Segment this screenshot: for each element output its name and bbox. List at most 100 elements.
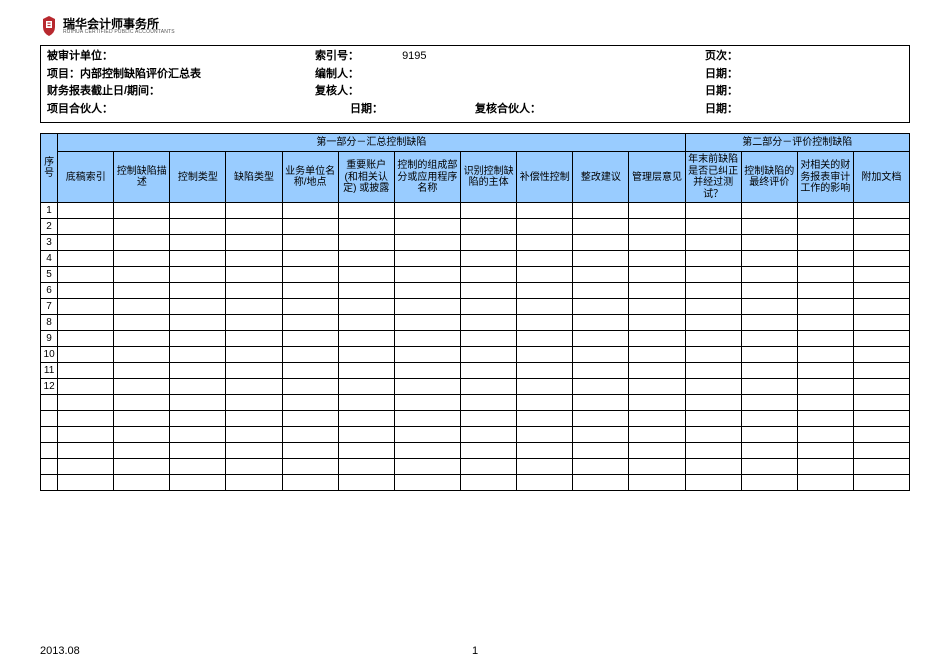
data-cell xyxy=(797,235,853,251)
data-cell xyxy=(394,203,460,219)
data-cell xyxy=(461,379,517,395)
data-cell xyxy=(394,315,460,331)
data-cell xyxy=(797,299,853,315)
data-cell xyxy=(517,363,573,379)
table-row xyxy=(41,459,910,475)
data-cell xyxy=(741,283,797,299)
data-cell xyxy=(170,331,226,347)
data-cell xyxy=(394,235,460,251)
data-cell xyxy=(853,299,909,315)
data-cell xyxy=(394,251,460,267)
data-cell xyxy=(282,219,338,235)
data-cell xyxy=(114,459,170,475)
data-cell xyxy=(394,475,460,491)
data-cell xyxy=(226,299,282,315)
data-cell xyxy=(741,315,797,331)
review-partner-label: 复核合伙人： xyxy=(475,101,705,119)
data-cell xyxy=(461,251,517,267)
data-cell xyxy=(114,347,170,363)
data-cell xyxy=(853,283,909,299)
data-cell xyxy=(685,315,741,331)
date-label-3: 日期： xyxy=(315,101,475,119)
data-cell xyxy=(853,347,909,363)
data-cell xyxy=(853,379,909,395)
data-cell xyxy=(114,411,170,427)
data-cell xyxy=(226,459,282,475)
data-cell xyxy=(629,475,685,491)
data-cell xyxy=(461,459,517,475)
data-cell xyxy=(170,475,226,491)
data-cell xyxy=(461,299,517,315)
data-cell xyxy=(573,283,629,299)
data-cell xyxy=(573,219,629,235)
data-cell xyxy=(797,459,853,475)
data-cell xyxy=(517,267,573,283)
page-label: 页次： xyxy=(705,48,903,66)
data-cell xyxy=(114,267,170,283)
table-row: 3 xyxy=(41,235,910,251)
data-cell xyxy=(685,283,741,299)
col-h-10: 整改建议 xyxy=(573,152,629,203)
data-cell xyxy=(685,219,741,235)
data-cell xyxy=(170,363,226,379)
data-cell xyxy=(394,363,460,379)
data-cell xyxy=(853,427,909,443)
data-cell xyxy=(517,347,573,363)
data-cell xyxy=(338,411,394,427)
data-cell xyxy=(629,315,685,331)
data-cell xyxy=(226,235,282,251)
data-cell xyxy=(114,235,170,251)
data-cell xyxy=(741,459,797,475)
data-cell xyxy=(685,363,741,379)
data-cell xyxy=(797,363,853,379)
data-cell xyxy=(629,347,685,363)
data-cell xyxy=(282,267,338,283)
data-cell xyxy=(517,443,573,459)
data-cell xyxy=(853,443,909,459)
defect-table: 序号 第一部分－汇总控制缺陷 第二部分－评价控制缺陷 底稿索引 控制缺陷描述 控… xyxy=(40,133,910,491)
data-cell xyxy=(685,379,741,395)
data-cell xyxy=(394,331,460,347)
data-cell xyxy=(170,203,226,219)
data-cell xyxy=(461,283,517,299)
partner-label: 项目合伙人： xyxy=(47,101,315,119)
table-head: 序号 第一部分－汇总控制缺陷 第二部分－评价控制缺陷 底稿索引 控制缺陷描述 控… xyxy=(41,134,910,203)
data-cell xyxy=(741,443,797,459)
col-h-14: 对相关的财务报表审计工作的影响 xyxy=(797,152,853,203)
data-cell xyxy=(685,427,741,443)
table-row: 1 xyxy=(41,203,910,219)
data-cell xyxy=(685,251,741,267)
preparer-label: 编制人： xyxy=(315,66,475,84)
data-cell xyxy=(853,267,909,283)
seq-cell xyxy=(41,475,58,491)
data-cell xyxy=(797,427,853,443)
col-h-1: 底稿索引 xyxy=(58,152,114,203)
data-cell xyxy=(226,219,282,235)
data-cell xyxy=(461,363,517,379)
data-cell xyxy=(573,203,629,219)
project-label: 项目：内部控制缺陷评价汇总表 xyxy=(47,66,315,84)
col-h-11: 管理层意见 xyxy=(629,152,685,203)
data-cell xyxy=(282,315,338,331)
data-cell xyxy=(741,299,797,315)
index-label: 索引号： 9195 xyxy=(315,48,475,66)
data-cell xyxy=(338,475,394,491)
table-row xyxy=(41,443,910,459)
date-label-2: 日期： xyxy=(705,83,903,101)
data-cell xyxy=(853,219,909,235)
data-cell xyxy=(741,395,797,411)
data-cell xyxy=(114,363,170,379)
data-cell xyxy=(394,347,460,363)
data-cell xyxy=(573,299,629,315)
data-cell xyxy=(741,267,797,283)
data-cell xyxy=(58,475,114,491)
data-cell xyxy=(629,267,685,283)
data-cell xyxy=(685,299,741,315)
data-cell xyxy=(114,219,170,235)
data-cell xyxy=(461,443,517,459)
data-cell xyxy=(114,251,170,267)
seq-cell xyxy=(41,427,58,443)
data-cell xyxy=(58,347,114,363)
data-cell xyxy=(853,411,909,427)
header-info-box: 被审计单位： 索引号： 9195 页次： 项目：内部控制缺陷评价汇总表 编制人：… xyxy=(40,45,910,123)
